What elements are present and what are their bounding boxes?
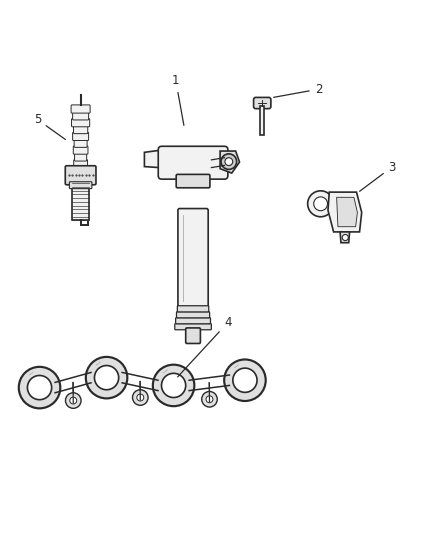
Circle shape	[342, 235, 348, 240]
Text: 5: 5	[34, 113, 65, 140]
FancyBboxPatch shape	[73, 112, 88, 120]
FancyBboxPatch shape	[186, 328, 201, 343]
Circle shape	[162, 373, 186, 398]
Circle shape	[28, 375, 52, 400]
Text: 4: 4	[178, 316, 231, 377]
Bar	[260, 107, 265, 135]
FancyBboxPatch shape	[73, 146, 88, 154]
FancyBboxPatch shape	[177, 312, 210, 318]
Polygon shape	[145, 150, 164, 168]
FancyBboxPatch shape	[178, 208, 208, 307]
FancyBboxPatch shape	[254, 98, 271, 109]
Circle shape	[70, 397, 77, 404]
Circle shape	[221, 154, 237, 169]
FancyBboxPatch shape	[71, 119, 90, 127]
Circle shape	[307, 191, 334, 217]
FancyBboxPatch shape	[65, 166, 96, 185]
Circle shape	[224, 359, 266, 401]
Polygon shape	[337, 197, 357, 227]
Polygon shape	[340, 232, 350, 243]
Polygon shape	[220, 151, 240, 173]
Circle shape	[225, 158, 233, 166]
Bar	[72, 183, 89, 220]
FancyBboxPatch shape	[69, 182, 92, 189]
FancyBboxPatch shape	[158, 146, 228, 179]
Text: 1: 1	[172, 74, 184, 125]
Circle shape	[206, 396, 213, 403]
FancyBboxPatch shape	[74, 139, 87, 147]
Circle shape	[137, 394, 144, 401]
FancyBboxPatch shape	[177, 306, 209, 312]
FancyBboxPatch shape	[74, 160, 88, 168]
Circle shape	[314, 197, 328, 211]
Text: 3: 3	[360, 160, 396, 191]
FancyBboxPatch shape	[176, 318, 211, 324]
FancyBboxPatch shape	[74, 153, 87, 161]
FancyBboxPatch shape	[71, 105, 90, 113]
FancyBboxPatch shape	[175, 324, 212, 330]
FancyBboxPatch shape	[176, 174, 210, 188]
FancyBboxPatch shape	[74, 125, 88, 134]
Circle shape	[233, 368, 257, 392]
Polygon shape	[328, 192, 362, 232]
Circle shape	[86, 357, 127, 398]
Circle shape	[133, 390, 148, 405]
Circle shape	[202, 391, 217, 407]
Text: 2: 2	[274, 83, 322, 98]
FancyBboxPatch shape	[73, 132, 88, 141]
Circle shape	[66, 393, 81, 408]
Circle shape	[95, 366, 119, 390]
Circle shape	[153, 365, 194, 406]
Circle shape	[19, 367, 60, 408]
